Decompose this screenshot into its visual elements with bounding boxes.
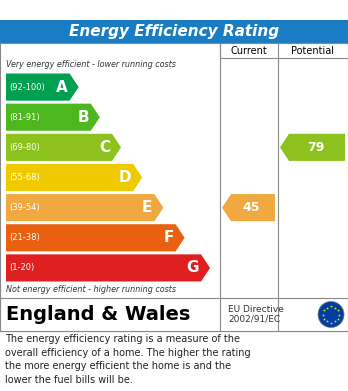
Text: G: G — [187, 260, 199, 275]
Polygon shape — [6, 255, 210, 282]
Bar — [220, 43, 348, 58]
Bar — [0, 298, 348, 331]
Bar — [0, 43, 348, 331]
Text: Not energy efficient - higher running costs: Not energy efficient - higher running co… — [6, 285, 176, 294]
Polygon shape — [280, 134, 345, 161]
Text: (39-54): (39-54) — [9, 203, 40, 212]
Text: EU Directive: EU Directive — [228, 305, 284, 314]
Text: E: E — [142, 200, 152, 215]
Polygon shape — [6, 224, 184, 251]
Polygon shape — [6, 74, 79, 100]
Polygon shape — [6, 104, 100, 131]
Text: 2002/91/EC: 2002/91/EC — [228, 315, 280, 324]
Text: Energy Efficiency Rating: Energy Efficiency Rating — [69, 24, 279, 39]
Text: (1-20): (1-20) — [9, 264, 34, 273]
Text: A: A — [56, 80, 68, 95]
Polygon shape — [222, 194, 275, 221]
Circle shape — [318, 301, 344, 328]
Text: (69-80): (69-80) — [9, 143, 40, 152]
Text: (55-68): (55-68) — [9, 173, 40, 182]
Text: C: C — [99, 140, 110, 155]
Text: 45: 45 — [243, 201, 260, 214]
Text: F: F — [163, 230, 174, 245]
Polygon shape — [6, 134, 121, 161]
Text: Potential: Potential — [292, 45, 334, 56]
Text: Very energy efficient - lower running costs: Very energy efficient - lower running co… — [6, 60, 176, 69]
Text: (21-38): (21-38) — [9, 233, 40, 242]
Polygon shape — [6, 164, 142, 191]
Text: England & Wales: England & Wales — [6, 305, 190, 324]
Bar — [0, 20, 348, 43]
Text: (81-91): (81-91) — [9, 113, 40, 122]
Text: B: B — [77, 110, 89, 125]
Text: 79: 79 — [307, 141, 324, 154]
Text: Current: Current — [231, 45, 267, 56]
Text: D: D — [119, 170, 131, 185]
Text: (92-100): (92-100) — [9, 83, 45, 91]
Polygon shape — [6, 194, 164, 221]
Text: The energy efficiency rating is a measure of the
overall efficiency of a home. T: The energy efficiency rating is a measur… — [5, 334, 251, 385]
